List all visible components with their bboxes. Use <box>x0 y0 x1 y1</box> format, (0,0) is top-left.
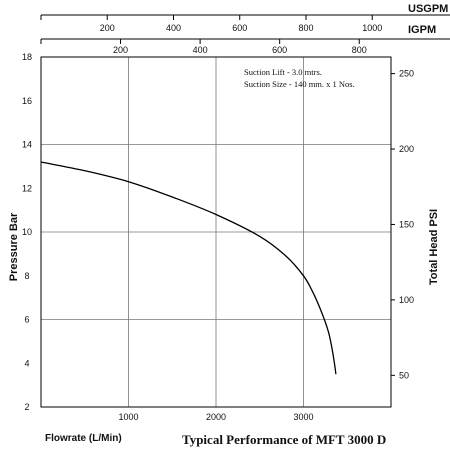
y-tick-label: 4 <box>24 358 29 368</box>
y2-axis-title: Total Head PSI <box>428 209 440 285</box>
y-axis-title: Pressure Bar <box>8 212 20 281</box>
top-axis-tick-label: 1000 <box>362 23 382 33</box>
annotation-suction-size: Suction Size - 140 mm. x 1 Nos. <box>244 79 355 89</box>
top-axis-tick-label: 800 <box>352 45 367 55</box>
top-axis-tick-label: 400 <box>166 23 181 33</box>
top-axis-unit: IGPM <box>408 24 436 36</box>
top-axis-tick-label: 200 <box>113 45 128 55</box>
y2-tick-label: 100 <box>399 295 414 305</box>
y2-tick-label: 150 <box>399 219 414 229</box>
y2-tick-label: 50 <box>399 370 409 380</box>
y-tick-label: 14 <box>22 140 32 150</box>
x-tick-label: 2000 <box>206 412 226 422</box>
top-axis-unit: USGPM <box>408 3 448 15</box>
y-tick-label: 16 <box>22 96 32 106</box>
top-axis-tick-label: 600 <box>272 45 287 55</box>
y-tick-label: 10 <box>22 227 32 237</box>
flowrate-axis: 1000 2000 3000 <box>118 412 313 422</box>
top-axis-tick-label: 400 <box>193 45 208 55</box>
top-axis-tick-label: 600 <box>232 23 247 33</box>
annotation-suction-lift: Suction Lift - 3.0 mtrs. <box>244 67 322 77</box>
x-tick-label: 1000 <box>118 412 138 422</box>
y-tick-label: 6 <box>24 315 29 325</box>
pressure-axis: 2 4 6 8 10 12 14 16 18 <box>22 52 32 412</box>
y-tick-label: 8 <box>24 271 29 281</box>
chart-title: Typical Performance of MFT 3000 D <box>182 432 386 447</box>
x-axis-title: Flowrate (L/Min) <box>45 433 122 444</box>
y-tick-label: 2 <box>24 402 29 412</box>
top-axis-tick-label: 800 <box>298 23 313 33</box>
top-axes: 200 400 600 800 1000 USGPM 200 400 600 800 IGPM <box>40 3 450 55</box>
y-tick-label: 12 <box>22 183 32 193</box>
y2-tick-label: 200 <box>399 144 414 154</box>
y-tick-label: 18 <box>22 52 32 62</box>
top-axis-tick-label: 200 <box>100 23 115 33</box>
plot-area <box>40 56 392 408</box>
y2-tick-label: 250 <box>399 69 414 79</box>
grid-lines <box>41 57 391 407</box>
head-axis: 50 100 150 200 250 <box>391 69 414 380</box>
x-tick-label: 3000 <box>293 412 313 422</box>
pump-curve <box>40 161 337 375</box>
